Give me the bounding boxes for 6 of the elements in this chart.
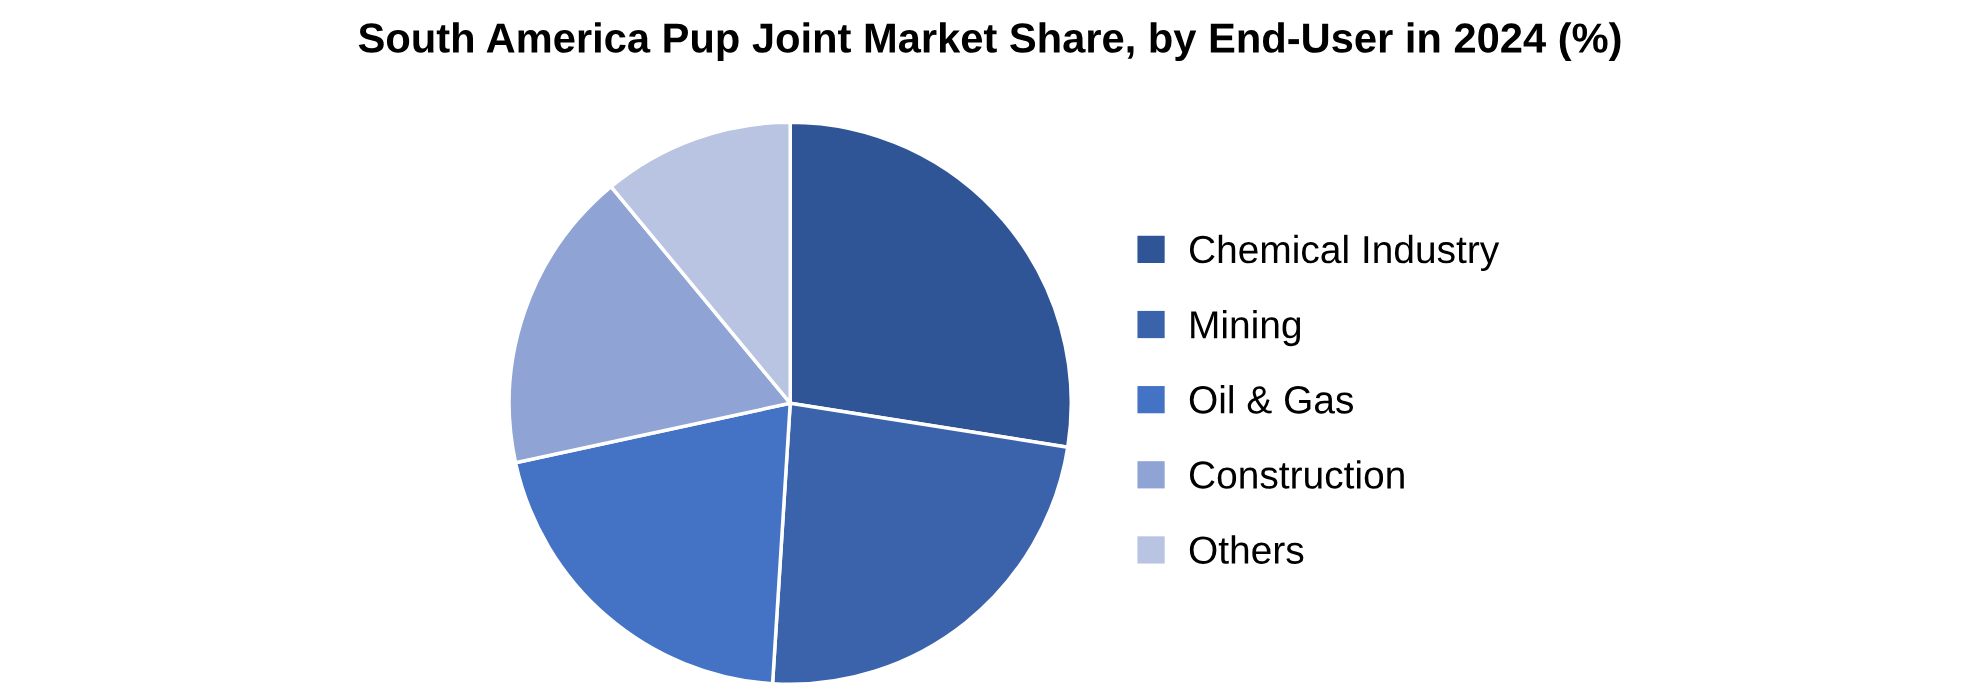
legend-label: Chemical Industry [1189,234,1500,272]
legend-label: Others [1189,535,1304,564]
chart-title: South America Pup Joint Market Share, by End-User in 2024 (%) [358,22,1621,62]
legend-label: Mining [1191,309,1301,347]
legend-label: Oil & Gas [1189,385,1353,414]
legend-label: Construction [1189,460,1404,489]
